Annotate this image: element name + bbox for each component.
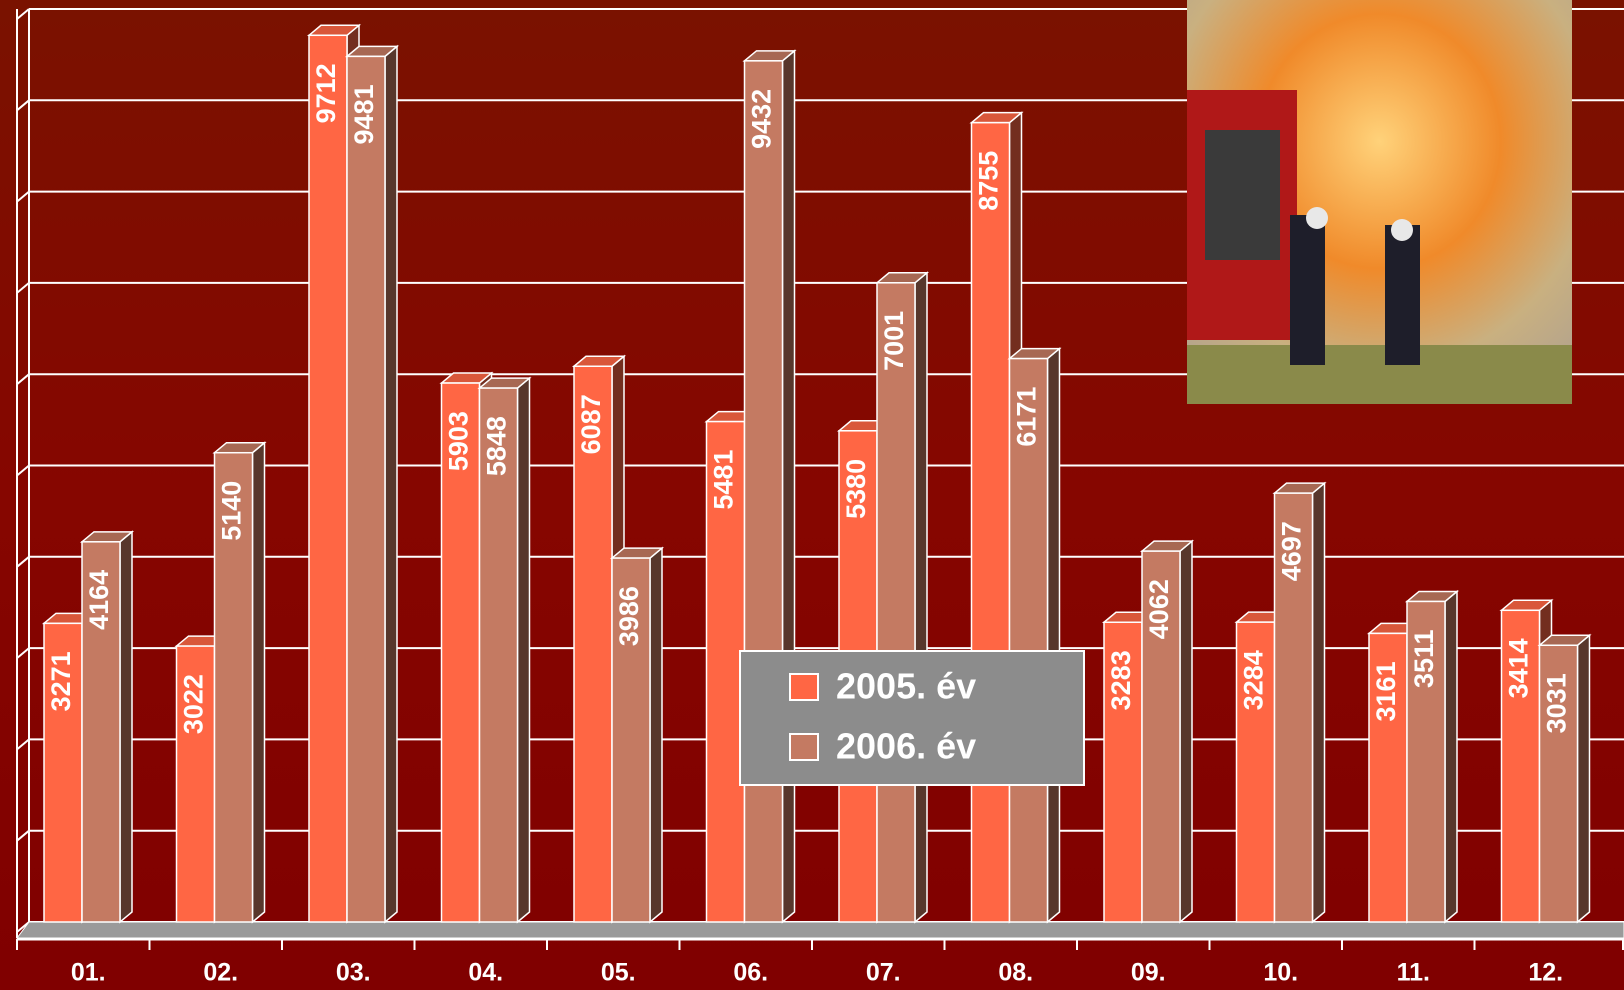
bar-side	[384, 44, 398, 924]
bar-side	[516, 376, 531, 924]
value-label: 4062	[1144, 579, 1174, 639]
bar	[1103, 621, 1143, 923]
value-label: 9432	[747, 89, 777, 149]
x-tick-label: 08.	[998, 959, 1033, 987]
bar	[346, 55, 386, 923]
bar-side	[251, 441, 266, 924]
bar	[1368, 632, 1408, 923]
x-tick-label: 11.	[1397, 959, 1430, 987]
value-label: 5140	[217, 481, 247, 541]
legend-label: 2005. év	[836, 666, 976, 707]
legend-label: 2006. év	[836, 726, 976, 767]
value-label: 6087	[576, 394, 606, 454]
bar-side	[1576, 633, 1591, 924]
bar	[611, 557, 651, 923]
legend-swatch	[789, 733, 819, 761]
value-label: 3511	[1409, 629, 1439, 688]
value-label: 5481	[709, 450, 739, 510]
bar	[81, 541, 121, 923]
bar	[1235, 621, 1276, 923]
x-tick-label: 07.	[866, 959, 901, 987]
bar	[876, 282, 916, 923]
y-tick	[16, 921, 30, 933]
bar-side	[1311, 481, 1326, 924]
y-tick	[16, 647, 30, 659]
x-tick-label: 03.	[336, 959, 371, 987]
value-label: 4164	[84, 570, 114, 630]
x-tick-label: 09.	[1131, 959, 1166, 987]
x-tick-label: 06.	[733, 959, 768, 987]
value-label: 4697	[1277, 521, 1307, 581]
value-label: 8755	[974, 151, 1004, 211]
y-tick	[16, 738, 30, 751]
legend-swatch	[789, 673, 819, 701]
value-label: 3271	[46, 651, 76, 711]
bar	[440, 382, 481, 923]
x-tick-label: 05.	[601, 959, 636, 987]
bar	[573, 365, 613, 923]
bar-side	[1046, 346, 1061, 924]
value-label: 7001	[879, 311, 909, 371]
bar	[1273, 492, 1314, 923]
legend: 2005. év 2006. év	[739, 650, 1085, 786]
bar	[478, 387, 519, 923]
bar	[970, 121, 1011, 923]
x-tick-label: 10.	[1263, 959, 1298, 987]
bar-side	[1179, 539, 1193, 924]
y-tick	[16, 99, 30, 112]
y-tick	[16, 556, 30, 568]
x-tick-label: 04.	[468, 959, 503, 987]
bar	[308, 34, 348, 923]
value-label: 3414	[1504, 638, 1534, 698]
bar	[1500, 609, 1541, 923]
bar	[1406, 600, 1446, 923]
value-label: 3986	[614, 586, 644, 646]
value-label: 5380	[841, 459, 871, 519]
value-label: 3283	[1106, 650, 1136, 710]
y-tick	[16, 282, 30, 294]
value-label: 9712	[311, 63, 341, 123]
y-tick	[16, 8, 30, 20]
y-tick	[16, 373, 30, 385]
bar-side	[781, 49, 796, 924]
y-tick	[16, 464, 30, 477]
bar-side	[649, 546, 663, 924]
bar-side	[119, 530, 133, 924]
bar-side	[1444, 589, 1458, 924]
x-tick-label: 02.	[203, 959, 238, 987]
value-label: 6171	[1012, 387, 1042, 447]
y-tick	[16, 190, 30, 203]
photo	[1187, 0, 1572, 404]
value-label: 9481	[349, 84, 379, 144]
bar	[1141, 550, 1181, 923]
value-label: 5903	[444, 411, 474, 471]
x-tick-label: 12.	[1528, 959, 1563, 987]
y-tick	[16, 829, 30, 842]
bar-side	[914, 271, 928, 924]
bar	[1538, 644, 1579, 923]
value-label: 3284	[1239, 650, 1269, 710]
value-label: 3161	[1371, 661, 1401, 721]
value-label: 3022	[179, 674, 209, 734]
bar	[43, 622, 83, 923]
floor	[16, 921, 1624, 939]
value-label: 3031	[1542, 673, 1572, 733]
x-tick-label: 01.	[71, 959, 106, 987]
bar	[1008, 357, 1049, 923]
bar	[213, 451, 254, 923]
bar	[743, 60, 784, 923]
value-label: 5848	[482, 416, 512, 476]
